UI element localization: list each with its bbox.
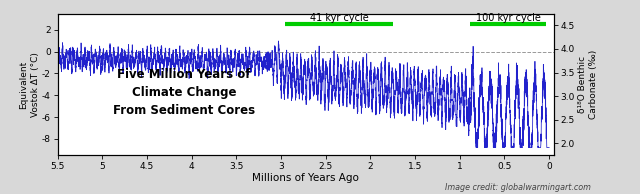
Y-axis label: Equivalent
Vostok ΔT (°C): Equivalent Vostok ΔT (°C) — [19, 52, 40, 117]
Text: 100 kyr cycle: 100 kyr cycle — [476, 12, 541, 23]
Text: Five Million Years of
Climate Change
From Sediment Cores: Five Million Years of Climate Change Fro… — [113, 68, 255, 117]
Text: Image credit: globalwarmingart.com: Image credit: globalwarmingart.com — [445, 183, 591, 192]
X-axis label: Millions of Years Ago: Millions of Years Ago — [252, 172, 359, 183]
Text: 41 kyr cycle: 41 kyr cycle — [310, 12, 369, 23]
Y-axis label: δ¹⁸O Benthic
Carbonate (‰): δ¹⁸O Benthic Carbonate (‰) — [578, 50, 598, 119]
